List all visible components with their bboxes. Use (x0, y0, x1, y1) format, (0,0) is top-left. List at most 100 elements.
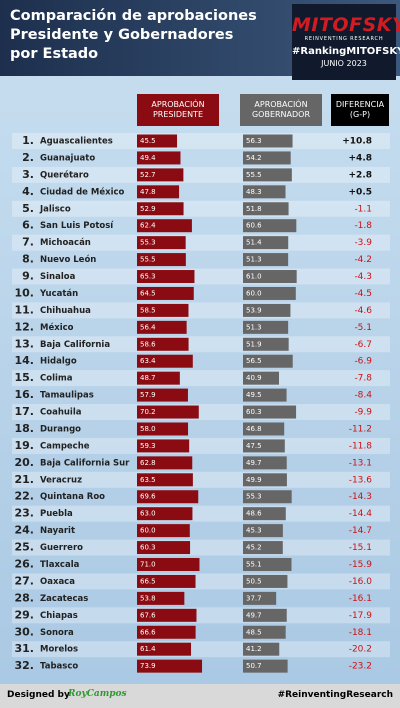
row-stripe (12, 336, 390, 353)
bar (137, 507, 193, 521)
difference-label: -17.9 (349, 611, 373, 621)
bar-value-label: 60.0 (140, 527, 156, 535)
bar (243, 524, 283, 538)
rank: 28. (15, 591, 35, 604)
column-header: APROBACIÓN PRESIDENTE (137, 94, 219, 126)
bar (243, 253, 289, 267)
rank: 1. (22, 134, 34, 147)
bar-value-label: 69.6 (140, 493, 156, 501)
bar (137, 490, 199, 504)
bar-value-label: 52.7 (140, 171, 156, 179)
footer: Designed by RoyCampos #ReinventingResear… (0, 684, 400, 708)
bar (137, 574, 196, 588)
bar-value-label: 60.0 (246, 289, 262, 297)
rank: 13. (15, 337, 35, 350)
state-label: Guanajuato (40, 153, 95, 163)
bar-value-label: 70.2 (140, 408, 156, 416)
difference-label: -4.5 (354, 289, 372, 299)
bar-value-label: 58.0 (140, 425, 156, 433)
logo-brand: MITOFSKY (292, 14, 400, 36)
bar (137, 185, 180, 199)
bar (137, 642, 192, 656)
bar-value-label: 60.3 (246, 408, 262, 416)
bar-value-label: 45.3 (246, 527, 262, 535)
bar (243, 642, 280, 656)
state-label: Zacatecas (40, 594, 88, 604)
row-stripe (12, 200, 390, 217)
bar-value-label: 53.9 (246, 306, 262, 314)
rank: 20. (15, 456, 35, 469)
state-label: Ciudad de México (40, 186, 125, 197)
state-label: Nayarit (40, 526, 75, 536)
bar (137, 388, 188, 402)
bar (243, 202, 289, 216)
bar-value-label: 54.2 (246, 154, 262, 162)
bar (137, 202, 184, 216)
state-label: Jalisco (39, 204, 71, 214)
row-stripe (12, 573, 390, 590)
state-label: Tabasco (40, 662, 78, 672)
difference-label: -1.1 (354, 204, 372, 214)
state-label: Quintana Roo (40, 492, 105, 502)
bar (137, 337, 189, 351)
bar-value-label: 65.3 (140, 273, 156, 281)
bar (243, 270, 297, 284)
difference-label: -14.4 (349, 509, 373, 519)
bar (137, 439, 190, 453)
bar-value-label: 49.7 (246, 459, 262, 467)
bar-value-label: 57.9 (140, 391, 156, 399)
difference-label: -8.4 (354, 391, 372, 401)
row-stripe (12, 641, 390, 658)
bar (137, 405, 199, 419)
footer-author: RoyCampos (68, 689, 127, 699)
difference-label: -14.7 (349, 526, 372, 536)
bar-value-label: 56.3 (246, 137, 262, 145)
state-label: Campeche (40, 441, 90, 451)
bar-value-label: 63.0 (140, 510, 156, 518)
rank: 24. (15, 524, 35, 537)
difference-label: -20.2 (349, 645, 372, 655)
difference-label: -1.8 (354, 221, 372, 231)
difference-label: -7.8 (354, 374, 372, 384)
bar (243, 354, 293, 368)
difference-label: -6.9 (354, 357, 372, 367)
rank: 14. (15, 354, 35, 367)
rank: 9. (22, 270, 34, 283)
bar-value-label: 49.9 (246, 476, 262, 484)
difference-label: -4.6 (354, 306, 372, 316)
rank: 31. (15, 642, 35, 655)
difference-label: -15.9 (349, 560, 373, 570)
bar (243, 371, 279, 385)
bar (243, 236, 289, 250)
bar-value-label: 47.8 (140, 188, 156, 196)
bar (243, 507, 286, 521)
state-label: Chiapas (40, 611, 78, 621)
bar-value-label: 64.5 (140, 289, 156, 297)
title-line: por Estado (10, 46, 99, 62)
bar (243, 219, 297, 233)
bar (243, 659, 288, 673)
bar (243, 591, 277, 605)
row-stripe (12, 234, 390, 251)
state-label: Oaxaca (40, 577, 75, 587)
row-stripe (12, 302, 390, 319)
bar-value-label: 61.4 (140, 645, 156, 653)
state-label: Baja California (40, 340, 110, 350)
bar-value-label: 55.5 (246, 171, 262, 179)
bar-value-label: 63.5 (140, 476, 156, 484)
difference-label: -11.2 (349, 424, 372, 434)
bar (137, 134, 178, 148)
state-label: Aguascalientes (40, 137, 113, 147)
rank: 8. (22, 253, 34, 266)
bar (137, 473, 193, 487)
difference-label: +0.5 (349, 187, 372, 197)
bar-value-label: 49.7 (246, 611, 262, 619)
bar-value-label: 41.2 (246, 645, 262, 653)
bar-value-label: 48.6 (246, 510, 262, 518)
rank: 5. (22, 202, 34, 215)
difference-label: -4.2 (354, 255, 372, 265)
row-stripe (12, 166, 390, 183)
bar-value-label: 45.2 (246, 544, 262, 552)
bar (243, 490, 292, 504)
bar (243, 456, 287, 470)
